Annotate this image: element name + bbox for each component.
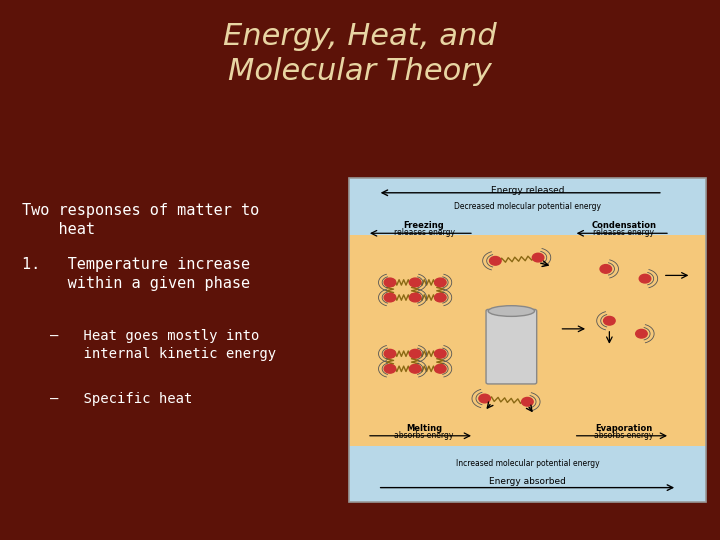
Text: Melting: Melting <box>406 424 442 433</box>
Text: –   Specific heat: – Specific heat <box>50 392 193 406</box>
Circle shape <box>490 256 501 265</box>
Circle shape <box>435 293 446 302</box>
Text: absorbs energy: absorbs energy <box>594 431 653 440</box>
Text: Energy released: Energy released <box>490 186 564 195</box>
Text: Energy absorbed: Energy absorbed <box>489 477 566 487</box>
Text: Evaporation: Evaporation <box>595 424 652 433</box>
Circle shape <box>410 293 421 302</box>
Text: Increased molecular potential energy: Increased molecular potential energy <box>456 460 599 469</box>
Circle shape <box>639 274 651 283</box>
Circle shape <box>600 265 611 273</box>
Circle shape <box>479 394 490 403</box>
Circle shape <box>384 364 396 373</box>
Circle shape <box>636 329 647 338</box>
Circle shape <box>532 253 544 262</box>
FancyBboxPatch shape <box>349 235 706 446</box>
Circle shape <box>435 349 446 358</box>
Text: 1.   Temperature increase
     within a given phase: 1. Temperature increase within a given p… <box>22 256 250 291</box>
Circle shape <box>384 349 396 358</box>
Text: –   Heat goes mostly into
    internal kinetic energy: – Heat goes mostly into internal kinetic… <box>50 329 276 361</box>
Ellipse shape <box>488 306 534 316</box>
Text: releases energy: releases energy <box>394 228 454 237</box>
FancyBboxPatch shape <box>349 178 706 235</box>
Circle shape <box>603 316 615 325</box>
Text: absorbs energy: absorbs energy <box>395 431 454 440</box>
Text: Energy, Heat, and
Molecular Theory: Energy, Heat, and Molecular Theory <box>223 22 497 86</box>
Circle shape <box>435 364 446 373</box>
Circle shape <box>521 397 533 406</box>
Text: releases energy: releases energy <box>593 228 654 237</box>
Circle shape <box>410 278 421 287</box>
Circle shape <box>384 293 396 302</box>
Text: Condensation: Condensation <box>591 221 656 230</box>
Text: Freezing: Freezing <box>404 221 444 230</box>
Text: Decreased molecular potential energy: Decreased molecular potential energy <box>454 202 601 211</box>
Text: Two responses of matter to
    heat: Two responses of matter to heat <box>22 202 259 237</box>
Circle shape <box>410 349 421 358</box>
FancyBboxPatch shape <box>349 446 706 502</box>
FancyBboxPatch shape <box>486 309 536 384</box>
Circle shape <box>384 278 396 287</box>
Circle shape <box>435 278 446 287</box>
Circle shape <box>410 364 421 373</box>
